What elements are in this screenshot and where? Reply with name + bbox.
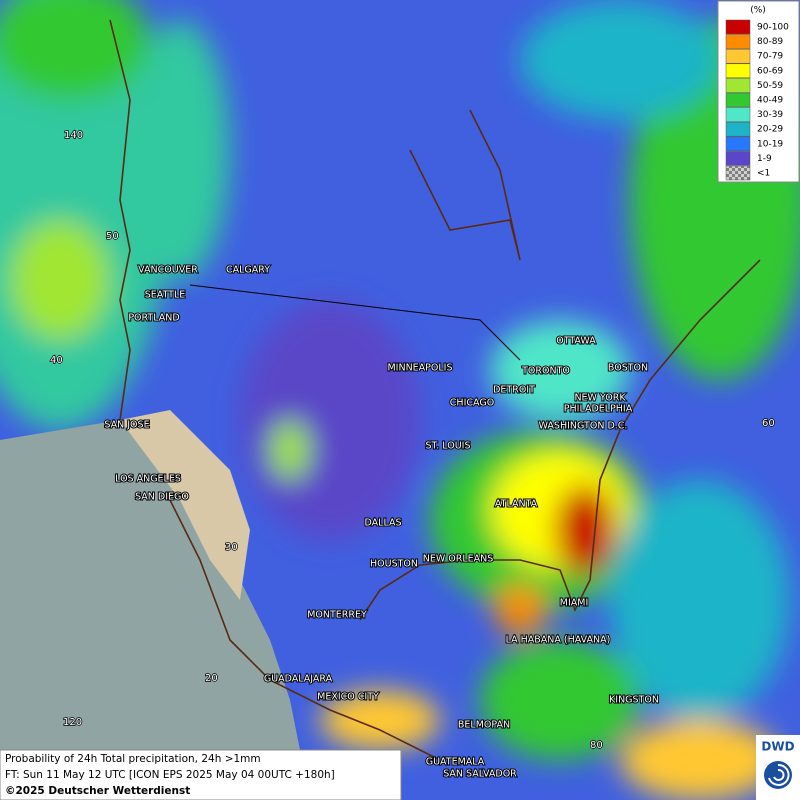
legend-swatch [725,136,751,152]
grid-label: 120 [63,717,82,728]
city-label: NEW YORK [574,393,626,404]
coastlines [109,19,761,761]
legend-label: 70-79 [757,52,783,62]
legend-swatch [725,34,751,49]
city-label: PHILADELPHIA [564,404,633,415]
legend-label: 30-39 [757,110,783,120]
city-label: PORTLAND [128,313,179,324]
legend-swatch [725,48,751,64]
grid-label: 30 [225,542,238,553]
grid-label: 80 [590,740,603,751]
city-label: KINGSTON [609,695,659,706]
footer-line: ©2025 Deutscher Wetterdienst [5,785,190,797]
legend-label: <1 [757,169,770,179]
legend-label: 20-29 [757,125,783,135]
grid-label: 20 [205,673,218,684]
legend-label: 10-19 [757,139,783,149]
city-label: MONTERREY [307,610,367,621]
legend-swatch [725,165,751,181]
legend-swatch [725,78,751,93]
city-label: GUADALAJARA [264,674,333,685]
city-label: SAN SALVADOR [443,769,517,780]
legend-swatch [725,19,751,35]
legend-swatch [725,92,751,108]
city-label: ST. LOUIS [426,441,471,452]
legend-swatch [725,107,751,122]
legend-title: (%) [750,6,766,16]
grid-label: 140 [64,130,83,141]
city-label: BOSTON [608,363,648,374]
grid-label: 50 [106,231,119,242]
grid-labels: 140 50 40 30 20 120 60 80 [49,129,775,752]
city-label: LA HABANA (HAVANA) [506,635,611,646]
city-label: ATLANTA [495,499,538,510]
city-label: MIAMI [560,598,589,609]
logo: DWD [756,735,800,800]
footer-line: FT: Sun 11 May 12 UTC [ICON EPS 2025 May… [5,769,335,781]
city-label: MEXICO CITY [317,692,379,703]
city-label: BELMOPAN [458,720,510,731]
city-label: OTTAWA [556,336,596,347]
grid-label: 40 [50,355,63,366]
legend-label: 60-69 [757,66,783,76]
city-label: CALGARY [226,265,270,276]
city-label: SAN DIEGO [135,492,189,503]
legend-swatch [725,151,751,166]
legend-swatch [725,121,751,137]
footer-line: Probability of 24h Total precipitation, … [5,753,261,765]
city-label: CHICAGO [450,398,494,409]
city-label: SAN JOSE [104,420,149,431]
city-label: VANCOUVER [138,265,198,276]
legend: (%) 90-100 80-89 70-79 60-69 50-59 40-49 30-39… [717,0,800,183]
border [189,284,521,361]
city-labels: VANCOUVER CALGARY SEATTLE PORTLAND SAN J… [103,264,660,781]
city-label: GUATEMALA [426,757,485,768]
city-label: DETROIT [493,385,535,396]
legend-label: 50-59 [757,81,783,91]
legend-label: 90-100 [757,23,789,33]
footer: Probability of 24h Total precipitation, … [0,749,402,800]
city-label: LOS ANGELES [115,474,181,485]
legend-swatch [725,63,751,79]
legend-label: 80-89 [757,37,783,47]
city-label: WASHINGTON D.C. [539,421,628,432]
logo-text: DWD [761,740,794,754]
city-label: SEATTLE [145,290,186,301]
legend-label: 40-49 [757,96,783,106]
legend-label: 1-9 [757,154,772,164]
city-label: TORONTO [521,366,570,377]
city-label: NEW ORLEANS [423,554,494,565]
city-label: MINNEAPOLIS [387,363,452,374]
city-label: DALLAS [365,518,402,529]
city-label: HOUSTON [370,559,418,570]
grid-label: 60 [762,418,775,429]
